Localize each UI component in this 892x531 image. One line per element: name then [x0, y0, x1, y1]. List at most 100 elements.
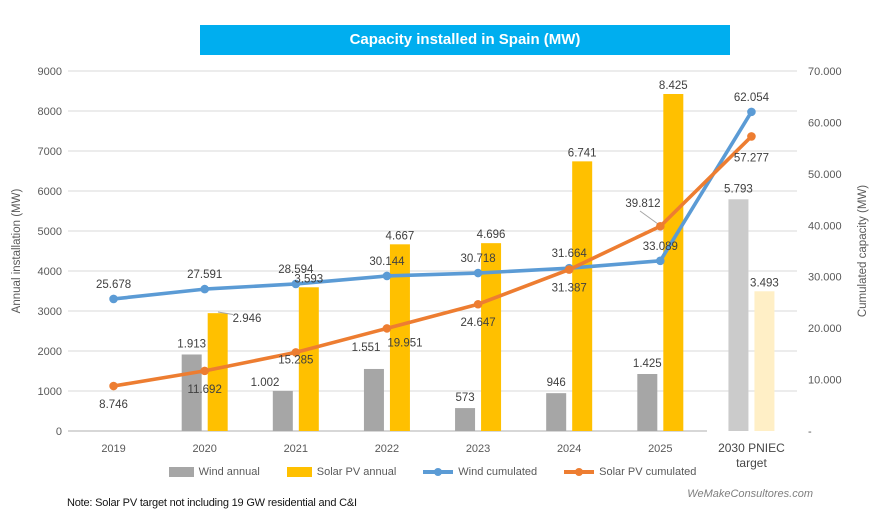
legend: Wind annual Solar PV annual Wind cumulated… — [100, 466, 765, 478]
leader-line-solar-annual-2020 — [217, 311, 234, 315]
data-label-wind-annual-2023: 573 — [455, 392, 474, 404]
point-wind-cumulated-2022 — [382, 271, 392, 281]
legend-label-solar-pv-annual: Solar PV annual — [316, 466, 397, 478]
legend-marker-dot — [434, 467, 443, 476]
left-axis-tick: 4000 — [38, 266, 62, 278]
legend-label-wind-cumulated: Wind cumulated — [458, 466, 538, 478]
bar-solar-pv-annual-2022 — [389, 244, 410, 431]
left-axis-tick: 1000 — [38, 386, 62, 398]
data-label-solar-pv-cumulated-2030: 57.277 — [734, 152, 769, 164]
point-solar-pv-cumulated-2019 — [109, 381, 118, 391]
data-label-wind-cumulated-2019: 25.678 — [96, 279, 131, 291]
data-label-wind-cumulated-2024: 31.664 — [552, 248, 588, 260]
point-wind-cumulated-2030 — [747, 107, 756, 117]
watermark-text: WeMakeConsultores.com — [687, 488, 813, 500]
right-axis-title: Cumulated capacity (MW) — [857, 185, 869, 317]
bar-solar-pv-annual-2020 — [207, 313, 228, 431]
x-axis-category: 2019 — [101, 443, 125, 455]
point-solar-pv-cumulated-2023 — [473, 299, 483, 309]
left-axis-tick: 8000 — [38, 106, 62, 118]
right-axis-tick: 50.000 — [808, 169, 842, 181]
data-label-solar-pv-cumulated-2022: 19.951 — [387, 337, 422, 349]
footnote-text: Note: Solar PV target not including 19 G… — [67, 497, 357, 509]
data-label-solar-pv-annual-2021: 3.593 — [294, 273, 323, 285]
data-label-wind-cumulated-2030: 62.054 — [734, 92, 770, 104]
data-label-wind-annual-2021: 1.002 — [251, 377, 280, 389]
legend-swatch-line-solar-pv-cumulated — [564, 467, 595, 476]
legend-label-wind-annual: Wind annual — [198, 466, 260, 478]
data-label-solar-pv-cumulated-2019: 8.746 — [99, 399, 128, 411]
point-wind-cumulated-2021 — [291, 279, 301, 289]
data-label-solar-pv-cumulated-2023: 24.647 — [460, 317, 495, 329]
point-solar-pv-cumulated-2030 — [747, 132, 756, 141]
bar-wind-annual-2030 — [728, 199, 749, 431]
data-label-wind-cumulated-2022: 30.144 — [369, 256, 405, 268]
data-label-solar-pv-cumulated-2021: 15.285 — [278, 354, 313, 366]
right-axis-tick: 10.000 — [808, 375, 842, 387]
point-solar-pv-cumulated-2024 — [564, 265, 574, 274]
x-axis-category: 2022 — [375, 443, 399, 455]
legend-item-wind-cumulated: Wind cumulated — [423, 466, 537, 478]
x-axis-category: 2020 — [192, 443, 216, 455]
line-wind-cumulated — [113, 110, 753, 301]
data-label-solar-pv-annual-2023: 4.696 — [477, 229, 506, 241]
bar-wind-annual-2022 — [363, 368, 384, 431]
data-label-wind-annual-2030: 5.793 — [724, 183, 753, 195]
right-axis-tick: 70.000 — [808, 66, 842, 78]
bar-solar-pv-annual-2021 — [298, 287, 319, 431]
data-label-wind-cumulated-2021: 28.594 — [278, 264, 314, 276]
data-label-solar-pv-annual-2022: 4.667 — [386, 230, 415, 242]
bar-solar-pv-annual-2024 — [572, 161, 593, 432]
data-label-solar-pv-cumulated-2024: 31.387 — [552, 283, 587, 295]
legend-label-solar-pv-cumulated: Solar PV cumulated — [599, 466, 697, 478]
bar-wind-annual-2023 — [455, 408, 476, 431]
right-axis-tick: 20.000 — [808, 323, 842, 335]
left-axis-tick: 7000 — [38, 146, 62, 158]
point-solar-pv-cumulated-2022 — [382, 324, 392, 333]
right-axis-tick: 60.000 — [808, 117, 842, 129]
legend-swatch-bar-wind-annual — [168, 467, 194, 477]
bar-wind-annual-2021 — [272, 390, 293, 431]
data-label-wind-cumulated-2023: 30.718 — [460, 253, 495, 265]
data-label-wind-annual-2020: 1.913 — [177, 338, 206, 350]
left-axis-tick: 3000 — [38, 306, 62, 318]
legend-marker-dot — [575, 467, 584, 476]
data-label-wind-annual-2024: 946 — [547, 377, 566, 389]
legend-swatch-line-wind-cumulated — [423, 467, 454, 476]
x-axis-category: 2024 — [557, 443, 581, 455]
bar-wind-annual-2024 — [546, 393, 567, 431]
legend-item-solar-pv-cumulated: Solar PV cumulated — [564, 466, 696, 478]
data-label-solar-pv-annual-2030: 3.493 — [750, 277, 779, 289]
data-label-solar-pv-annual-2025: 8.425 — [659, 80, 688, 92]
legend-swatch-bar-solar-pv-annual — [286, 467, 312, 477]
left-axis-tick: 9000 — [38, 66, 62, 78]
x-axis-category: 2030 PNIEC — [718, 441, 785, 455]
data-label-solar-pv-cumulated-2025: 39.812 — [625, 198, 660, 210]
left-axis-tick: 6000 — [38, 186, 62, 198]
data-label-solar-pv-annual-2024: 6.741 — [568, 147, 597, 159]
point-solar-pv-cumulated-2025 — [656, 221, 665, 231]
legend-item-solar-pv-annual: Solar PV annual — [286, 466, 397, 478]
point-wind-cumulated-2023 — [473, 268, 483, 278]
leader-line-solar-cumulated-2025 — [639, 210, 659, 225]
right-axis-tick: 30.000 — [808, 272, 842, 284]
x-axis-category: 2023 — [466, 443, 490, 455]
x-axis-category: 2021 — [284, 443, 308, 455]
bar-wind-annual-2025 — [637, 374, 658, 431]
data-label-wind-cumulated-2020: 27.591 — [187, 269, 222, 281]
data-label-solar-pv-annual-2020: 2.946 — [233, 313, 262, 325]
bar-solar-pv-annual-2030 — [754, 291, 775, 431]
right-axis-tick: 40.000 — [808, 220, 842, 232]
legend-item-wind-annual: Wind annual — [168, 466, 260, 478]
line-solar-pv-cumulated — [113, 135, 753, 388]
left-axis-tick: 5000 — [38, 226, 62, 238]
point-solar-pv-cumulated-2021 — [291, 348, 301, 357]
x-axis-category: target — [736, 456, 767, 470]
bar-solar-pv-annual-2023 — [481, 243, 502, 431]
right-axis-tick: - — [808, 426, 812, 438]
point-wind-cumulated-2019 — [109, 294, 118, 304]
point-wind-cumulated-2020 — [200, 284, 209, 294]
data-label-wind-annual-2025: 1.425 — [633, 358, 662, 370]
